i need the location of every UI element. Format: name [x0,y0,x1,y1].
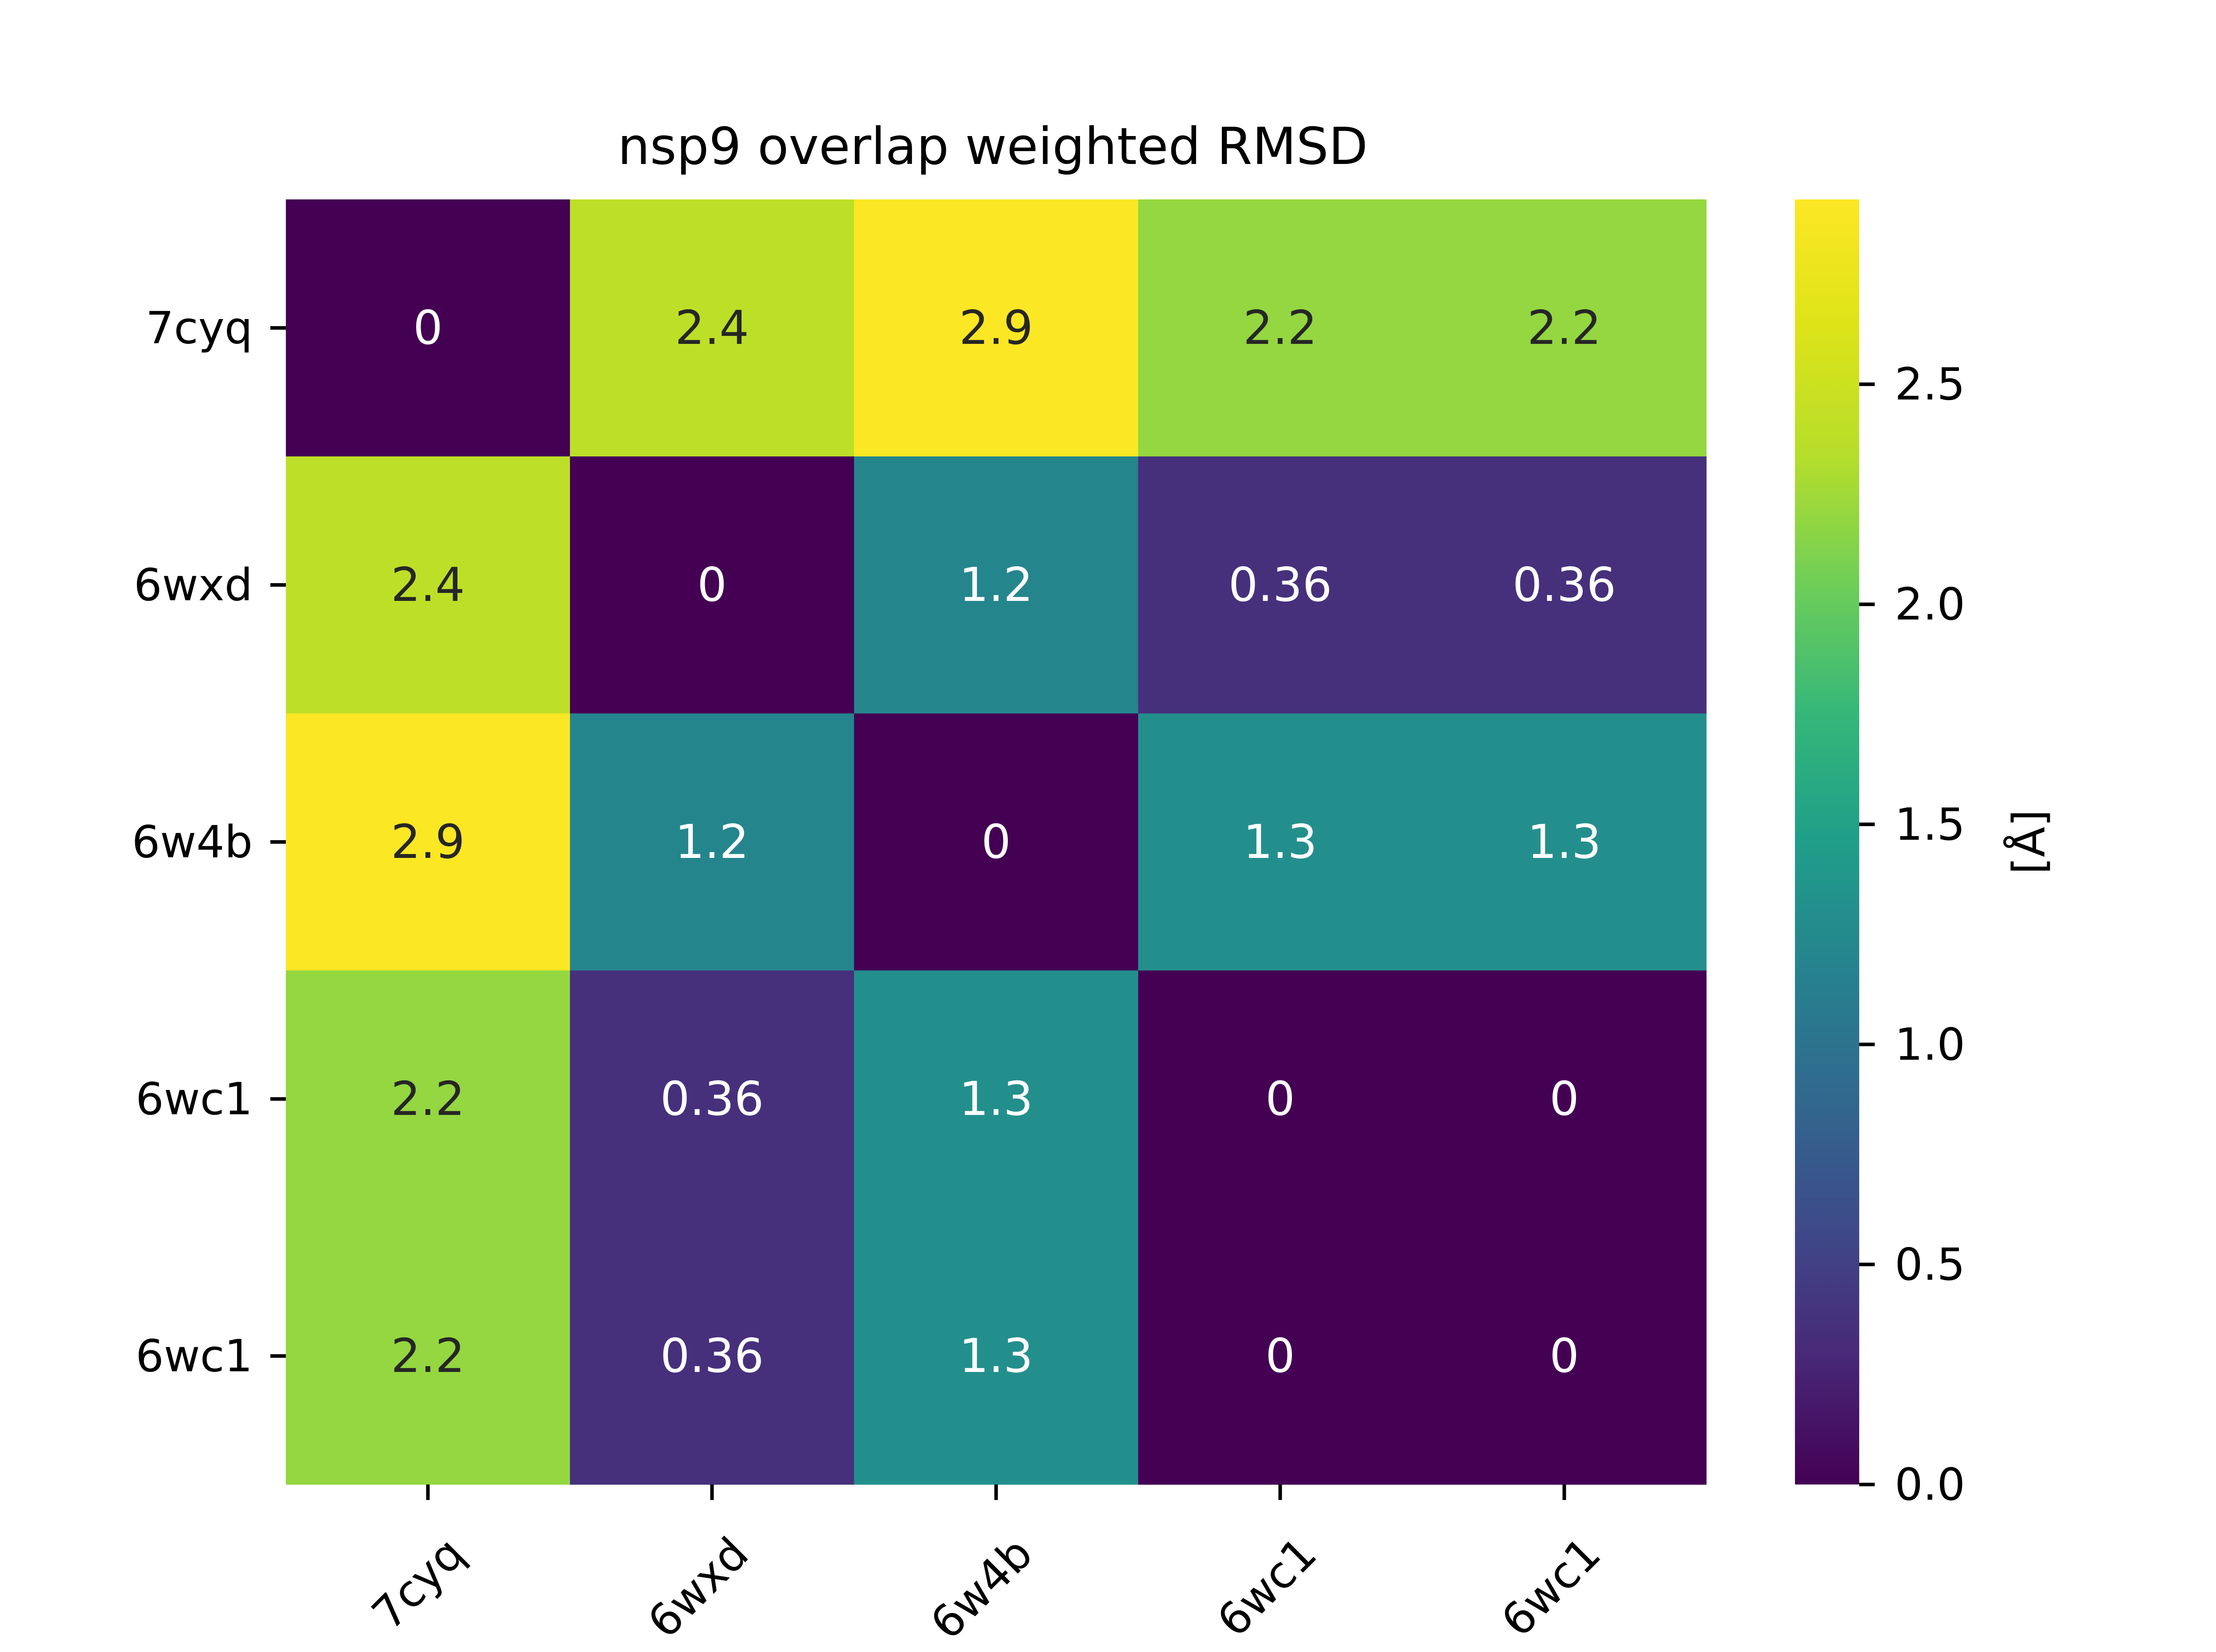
heatmap-cell-r4-c3 [1138,1227,1423,1485]
cell-value-r0-c3: 2.2 [1243,301,1317,355]
y-tick-label: 6wc1 [136,1073,253,1125]
x-tick-label: 6wxd [638,1527,758,1648]
cell-value-r4-c2: 1.3 [959,1329,1033,1383]
heatmap-cell-r0-c4 [1422,199,1707,457]
heatmap-cell-r3-c2 [854,970,1139,1228]
heatmap-cell-r3-c0 [286,970,570,1228]
cell-value-r1-c1: 0 [697,558,727,612]
heatmap-cell-r2-c2 [854,713,1139,971]
y-tick-label: 7cyq [146,302,253,354]
heatmap-cell-r1-c4 [1422,456,1707,714]
colorbar: 0.0 0.5 1.0 1.5 2.0 2.5 [Å] [1795,199,2055,1511]
heatmap-cell-r0-c0 [286,199,570,457]
cell-value-r3-c3: 0 [1265,1072,1295,1126]
cell-value-r4-c1: 0.36 [660,1329,764,1383]
cell-value-r4-c3: 0 [1265,1329,1295,1383]
heatmap-cells [286,199,1707,1485]
cell-value-r4-c4: 0 [1549,1329,1579,1383]
heatmap-cell-r4-c2 [854,1227,1139,1485]
x-tick-label: 6wc1 [1207,1527,1326,1647]
y-tick-label: 6w4b [132,816,253,868]
heatmap-cell-r4-c0 [286,1227,570,1485]
heatmap-cell-r1-c1 [570,456,854,714]
x-tick-label: 7cyq [362,1527,474,1640]
colorbar-tick-label: 0.0 [1895,1459,1965,1511]
cell-value-r3-c0: 2.2 [391,1072,465,1126]
heatmap-cell-labels: 0 2.4 2.9 2.2 2.2 2.4 0 1.2 0.36 0.36 2.9 1.2 0 1.3 1.… [391,301,1616,1383]
heatmap-cell-r1-c3 [1138,456,1423,714]
colorbar-tick-label: 2.0 [1895,578,1965,630]
x-tick-label: 6wc1 [1491,1527,1611,1647]
colorbar-tick-label: 1.5 [1895,799,1965,850]
cell-value-r0-c2: 2.9 [959,301,1033,355]
y-tick-label: 6wxd [134,559,253,611]
cell-value-r2-c4: 1.3 [1527,815,1601,869]
heatmap-cell-r3-c4 [1422,970,1707,1228]
cell-value-r3-c4: 0 [1549,1072,1579,1126]
heatmap-cell-r2-c1 [570,713,854,971]
cell-value-r2-c1: 1.2 [675,815,749,869]
cell-value-r1-c0: 2.4 [391,558,465,612]
heatmap-cell-r3-c1 [570,970,854,1228]
chart-title: nsp9 overlap weighted RMSD [618,117,1368,176]
cell-value-r0-c0: 0 [413,301,443,355]
x-tick-label: 6w4b [921,1527,1042,1649]
cell-value-r2-c0: 2.9 [391,815,465,869]
y-tick-label: 6wc1 [136,1330,253,1382]
cell-value-r0-c4: 2.2 [1527,301,1601,355]
cell-value-r0-c1: 2.4 [675,301,749,355]
heatmap-cell-r4-c4 [1422,1227,1707,1485]
cell-value-r2-c2: 0 [981,815,1011,869]
y-axis: 7cyq 6wxd 6w4b 6wc1 6wc1 [132,302,286,1382]
cell-value-r3-c2: 1.3 [959,1072,1033,1126]
heatmap-cell-r1-c0 [286,456,570,714]
heatmap-cell-r2-c4 [1422,713,1707,971]
x-axis: 7cyq 6wxd 6w4b 6wc1 6wc1 [362,1484,1611,1649]
cell-value-r3-c1: 0.36 [660,1072,764,1126]
colorbar-tick-label: 1.0 [1895,1018,1965,1070]
heatmap-cell-r2-c0 [286,713,570,971]
heatmap-cell-r0-c3 [1138,199,1423,457]
heatmap-cell-r4-c1 [570,1227,854,1485]
heatmap-cell-r2-c3 [1138,713,1423,971]
colorbar-ticks: 0.0 0.5 1.0 1.5 2.0 2.5 [1859,358,1965,1511]
cell-value-r1-c3: 0.36 [1229,558,1332,612]
colorbar-label: [Å] [2002,810,2055,874]
heatmap-cell-r0-c1 [570,199,854,457]
heatmap-cell-r0-c2 [854,199,1139,457]
heatmap-cell-r1-c2 [854,456,1139,714]
colorbar-gradient [1795,199,1859,1484]
cell-value-r4-c0: 2.2 [391,1329,465,1383]
colorbar-tick-label: 2.5 [1895,358,1965,410]
cell-value-r2-c3: 1.3 [1243,815,1317,869]
colorbar-tick-label: 0.5 [1895,1239,1965,1290]
cell-value-r1-c4: 0.36 [1513,558,1616,612]
heatmap-cell-r3-c3 [1138,970,1423,1228]
cell-value-r1-c2: 1.2 [959,558,1033,612]
